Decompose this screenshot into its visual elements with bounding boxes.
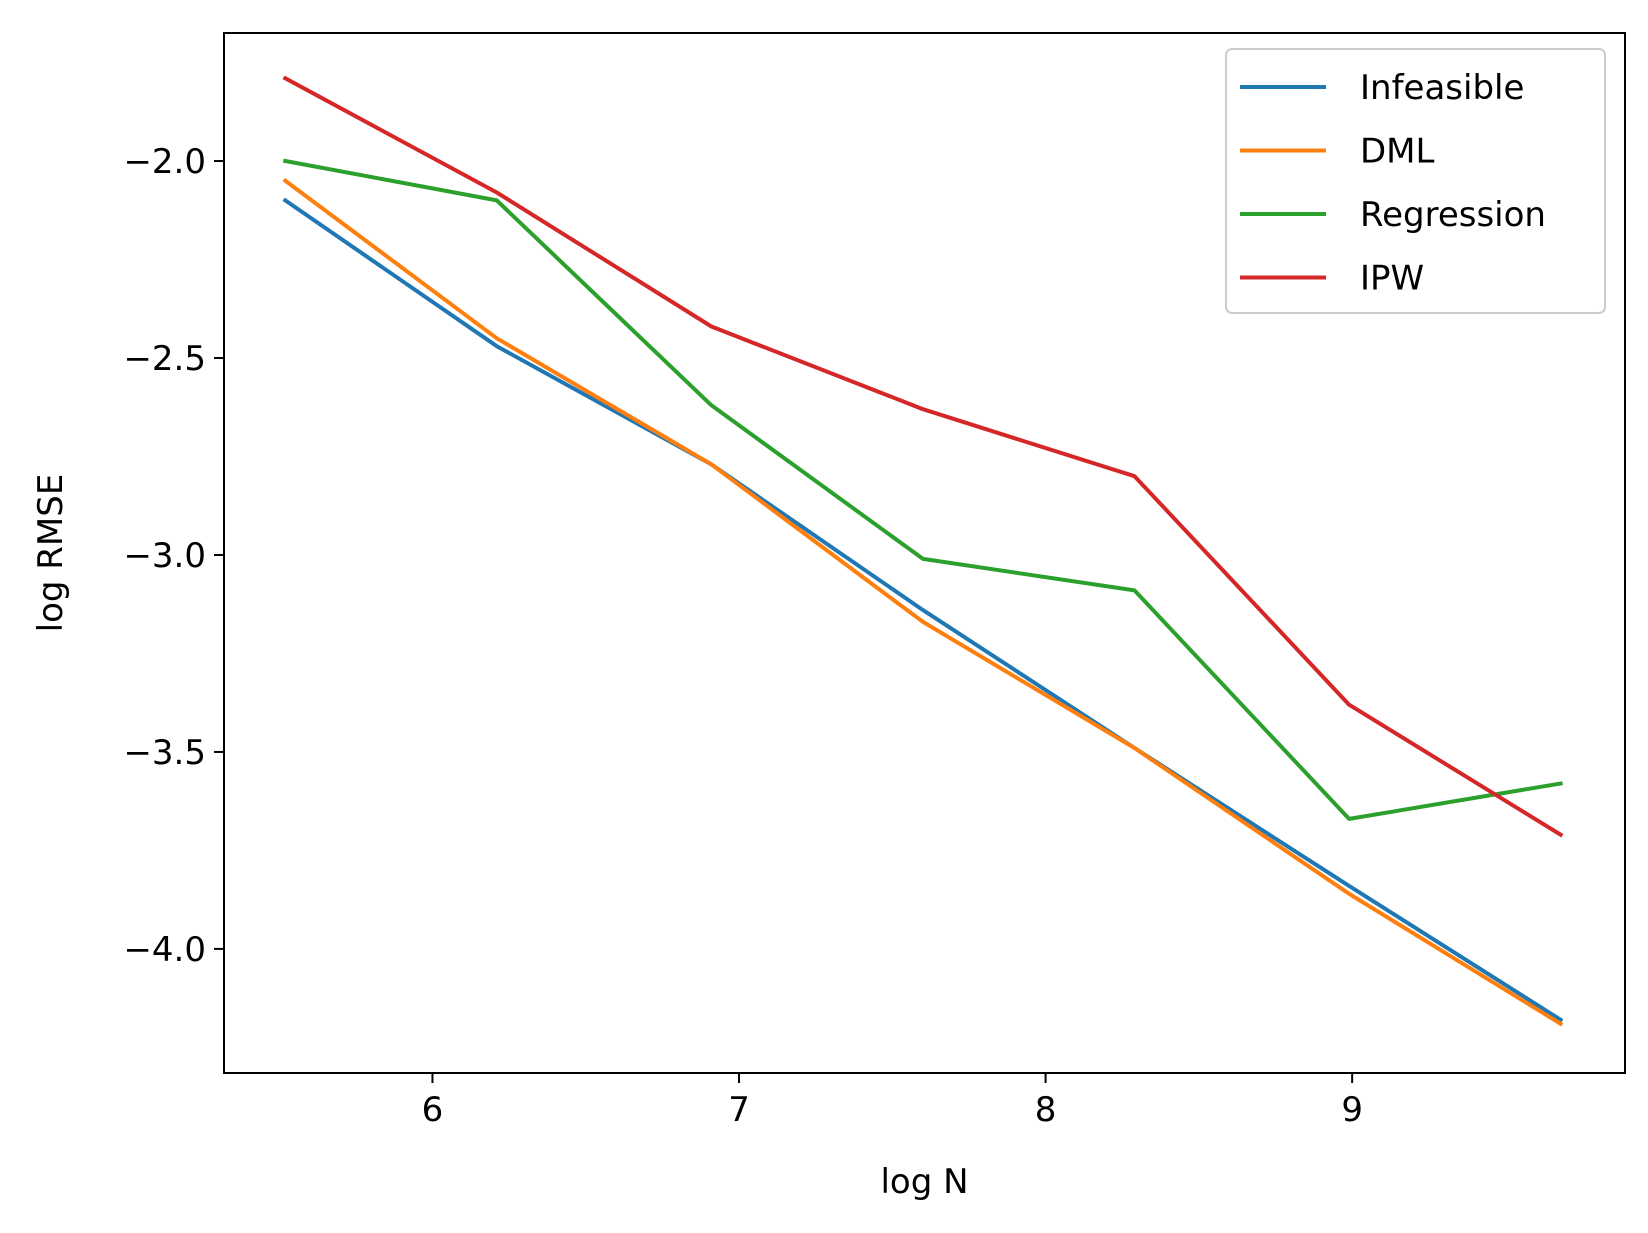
- y-tick-label: −2.0: [123, 142, 206, 182]
- x-tick-label: 9: [1341, 1090, 1363, 1130]
- y-tick-label: −3.0: [123, 536, 206, 576]
- x-tick-label: 7: [728, 1090, 750, 1130]
- y-tick-label: −4.0: [123, 930, 206, 970]
- series-line-regression: [282, 158, 1563, 821]
- series-line-infeasible: [282, 197, 1564, 1023]
- series-line-ipw: [282, 75, 1564, 838]
- y-axis-ticks: −2.0 −2.5 −3.0 −3.5 −4.0: [123, 142, 224, 970]
- y-axis-label: log RMSE: [31, 474, 71, 633]
- series-layer: [282, 75, 1564, 1027]
- legend-label-dml: DML: [1360, 132, 1435, 172]
- plot-area-frame: [223, 32, 1626, 1074]
- y-tick-label: −3.5: [123, 733, 206, 773]
- series-line-dml: [282, 177, 1564, 1027]
- x-tick-label: 6: [422, 1090, 444, 1130]
- x-axis-ticks: 6 7 8 9: [422, 1073, 1363, 1130]
- legend: Infeasible DML Regression IPW: [1225, 48, 1606, 314]
- legend-label-infeasible: Infeasible: [1360, 68, 1524, 108]
- x-axis-label: log N: [880, 1162, 968, 1202]
- legend-label-regression: Regression: [1360, 195, 1546, 235]
- legend-box: [1225, 48, 1606, 314]
- x-tick-label: 8: [1035, 1090, 1057, 1130]
- y-tick-label: −2.5: [123, 339, 206, 379]
- legend-label-ipw: IPW: [1360, 259, 1424, 299]
